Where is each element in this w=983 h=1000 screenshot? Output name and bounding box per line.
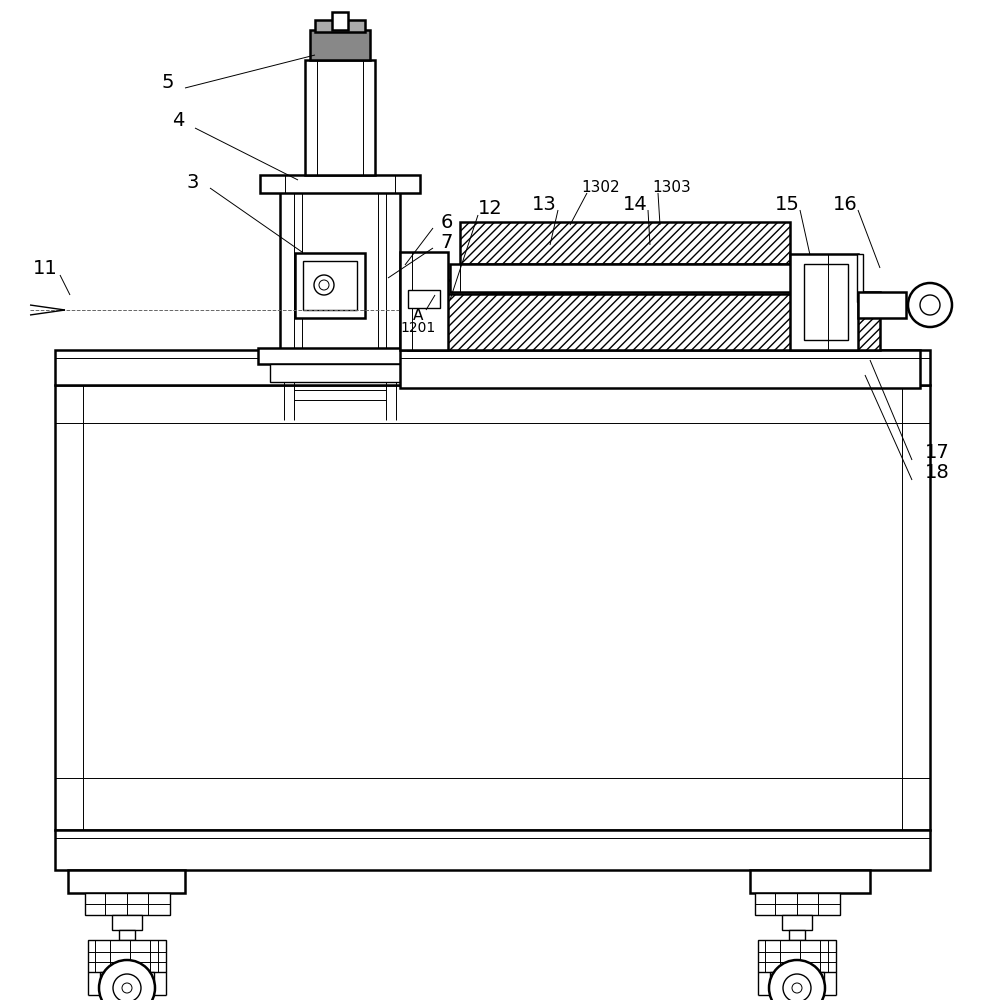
Text: 4: 4	[172, 111, 184, 130]
Bar	[310, 30, 370, 60]
Bar	[750, 870, 870, 893]
Text: 13: 13	[532, 194, 556, 214]
Bar	[88, 940, 166, 972]
Bar	[460, 222, 790, 264]
Circle shape	[122, 983, 132, 993]
Bar	[758, 940, 836, 972]
Bar	[280, 182, 400, 350]
Bar	[789, 930, 805, 940]
Text: 5: 5	[162, 73, 174, 92]
Circle shape	[920, 295, 940, 315]
Text: 7: 7	[440, 232, 453, 251]
Bar	[85, 893, 170, 915]
Bar	[408, 290, 440, 308]
Text: 3: 3	[187, 172, 200, 192]
Bar	[258, 348, 422, 364]
Bar	[857, 254, 863, 302]
Circle shape	[314, 275, 334, 295]
Bar	[303, 261, 357, 310]
Circle shape	[99, 960, 155, 1000]
Bar	[770, 972, 824, 987]
Text: 1302: 1302	[582, 180, 620, 194]
Text: 11: 11	[32, 258, 57, 277]
Bar	[55, 830, 930, 870]
Bar	[804, 264, 848, 340]
Bar	[408, 292, 880, 350]
Bar	[400, 350, 920, 388]
Bar	[260, 175, 420, 193]
Bar	[68, 870, 185, 893]
Text: 14: 14	[622, 194, 648, 214]
Text: A: A	[413, 308, 424, 324]
Circle shape	[908, 283, 952, 327]
Bar	[100, 972, 154, 987]
Bar	[400, 252, 448, 350]
Bar	[119, 930, 135, 940]
Bar	[112, 915, 142, 930]
Bar	[400, 270, 418, 298]
Bar	[755, 893, 840, 915]
Bar	[55, 350, 930, 385]
Text: 16: 16	[833, 194, 857, 214]
Bar	[858, 292, 906, 318]
Text: 1303: 1303	[653, 180, 691, 194]
Circle shape	[792, 983, 802, 993]
Text: 12: 12	[478, 198, 502, 218]
Circle shape	[769, 960, 825, 1000]
Bar	[450, 264, 810, 292]
Bar	[315, 20, 365, 32]
Text: 6: 6	[440, 213, 453, 232]
Bar	[55, 385, 930, 830]
Text: 17: 17	[925, 444, 950, 462]
Bar	[332, 12, 348, 30]
Circle shape	[319, 280, 329, 290]
Bar	[270, 364, 410, 382]
Bar	[295, 253, 365, 318]
Bar	[480, 266, 598, 292]
Circle shape	[783, 974, 811, 1000]
Bar	[790, 254, 858, 350]
Bar	[430, 280, 820, 294]
Circle shape	[113, 974, 141, 1000]
Text: 15: 15	[775, 194, 799, 214]
Bar	[305, 60, 375, 175]
Bar	[782, 915, 812, 930]
Text: 1201: 1201	[400, 321, 435, 335]
Text: 18: 18	[925, 464, 950, 483]
